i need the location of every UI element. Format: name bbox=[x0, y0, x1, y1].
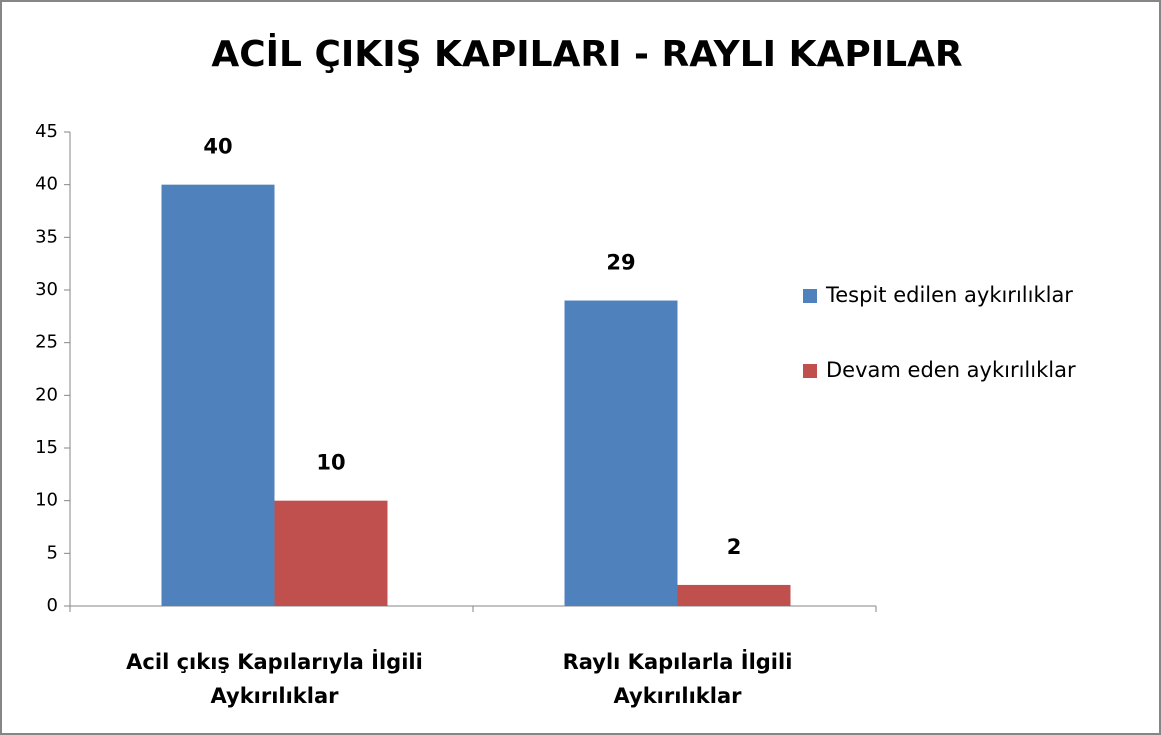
y-tick-label: 30 bbox=[35, 279, 58, 300]
data-label: 40 bbox=[203, 135, 232, 159]
data-label: 2 bbox=[727, 535, 742, 559]
y-tick-label: 45 bbox=[35, 121, 58, 142]
data-label: 10 bbox=[316, 451, 345, 475]
y-tick-label: 10 bbox=[35, 490, 58, 511]
bar bbox=[677, 584, 791, 606]
y-tick-label: 0 bbox=[47, 595, 58, 616]
bar bbox=[161, 184, 275, 606]
chart-title: ACİL ÇIKIŞ KAPILARI - RAYLI KAPILAR bbox=[211, 33, 962, 75]
y-tick-label: 20 bbox=[35, 384, 58, 405]
y-tick-label: 35 bbox=[35, 226, 58, 247]
y-tick-label: 15 bbox=[35, 437, 58, 458]
y-tick-label: 25 bbox=[35, 332, 58, 353]
y-tick-label: 5 bbox=[47, 542, 58, 563]
legend-swatch bbox=[803, 364, 817, 378]
legend-swatch bbox=[803, 289, 817, 303]
x-tick-label: Acil çıkış Kapılarıyla İlgili Aykırılıkla… bbox=[126, 649, 423, 708]
x-tick-label: Raylı Kapılarla İlgili Aykırılıklar bbox=[563, 649, 793, 708]
data-label: 29 bbox=[606, 251, 635, 275]
y-tick-label: 40 bbox=[35, 174, 58, 195]
bar bbox=[274, 500, 388, 606]
bar bbox=[564, 300, 678, 606]
legend-label: Devam eden aykırılıklar bbox=[826, 358, 1076, 382]
legend-label: Tespit edilen aykırılıklar bbox=[825, 283, 1073, 307]
